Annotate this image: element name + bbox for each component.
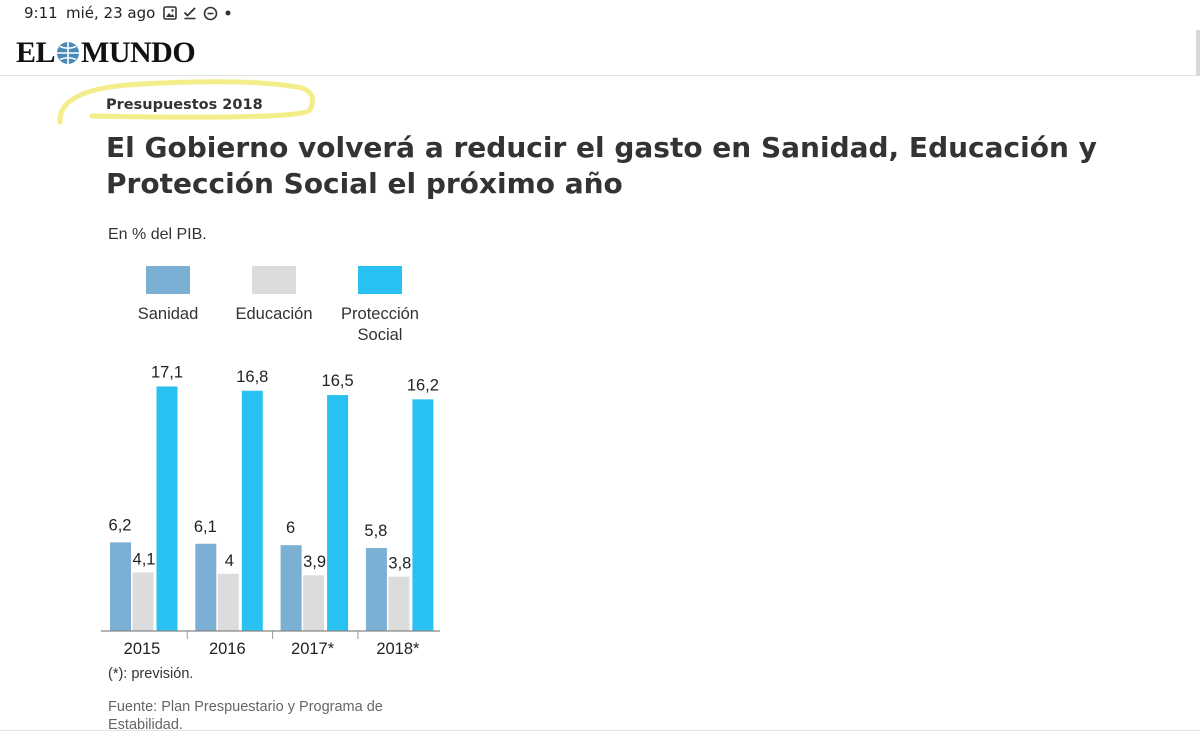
- bar-sanidad-2017: [280, 545, 302, 631]
- highlight-mark: [57, 79, 316, 125]
- data-label-proteccion-social-2018: 16,2: [407, 376, 439, 394]
- data-label-proteccion-social-2015: 17,1: [151, 363, 183, 381]
- data-label-educacion-2016: 4: [225, 552, 234, 570]
- legend-item-proteccion-social: Protección Social: [335, 266, 425, 346]
- x-tick-label-2016: 2016: [209, 640, 246, 658]
- x-tick-label-2017: 2017*: [291, 640, 335, 658]
- status-time: 9:11: [24, 4, 58, 22]
- image-icon: [163, 6, 177, 20]
- data-label-educacion-2018: 3,8: [388, 555, 411, 573]
- legend-swatch-educacion: [252, 266, 296, 294]
- article-headline: El Gobierno volverá a reducir el gasto e…: [106, 131, 1097, 200]
- site-logo[interactable]: EL MUNDO: [16, 36, 196, 70]
- x-tick-label-2015: 2015: [124, 640, 161, 658]
- scrollbar[interactable]: [1196, 30, 1200, 76]
- bar-sanidad-2018: [365, 548, 387, 631]
- bar-educacion-2017: [303, 575, 325, 631]
- legend-swatch-sanidad: [146, 266, 190, 294]
- do-not-disturb-icon: [203, 6, 218, 20]
- logo-text-right: MUNDO: [81, 36, 196, 69]
- status-date: mié, 23 ago: [66, 4, 156, 22]
- bar-sanidad-2016: [195, 543, 217, 631]
- site-header: EL MUNDO: [0, 28, 1200, 76]
- data-label-sanidad-2016: 6,1: [194, 518, 217, 536]
- logo-text-left: EL: [16, 36, 56, 69]
- data-label-sanidad-2018: 5,8: [364, 522, 387, 540]
- x-tick-label-2018: 2018*: [376, 640, 420, 658]
- status-bar: 9:11 mié, 23 ago: [0, 0, 1200, 28]
- data-label-proteccion-social-2016: 16,8: [236, 368, 268, 386]
- globe-icon: [57, 42, 80, 64]
- bar-educacion-2015: [132, 572, 154, 631]
- check-icon: [183, 7, 196, 20]
- bottom-divider: [0, 730, 1200, 731]
- bar-educacion-2016: [217, 573, 239, 631]
- bar-proteccion-social-2015: [156, 386, 178, 631]
- bar-proteccion-social-2016: [241, 390, 263, 631]
- legend-item-sanidad: Sanidad: [118, 266, 218, 325]
- data-label-sanidad-2015: 6,2: [109, 516, 132, 534]
- legend-item-educacion: Educación: [224, 266, 324, 325]
- chart-unit-label: En % del PIB.: [108, 226, 207, 243]
- data-label-educacion-2017: 3,9: [303, 553, 326, 571]
- bar-proteccion-social-2017: [327, 395, 349, 631]
- bar-educacion-2018: [388, 576, 410, 631]
- data-label-sanidad-2017: 6: [286, 519, 295, 537]
- status-icons: [163, 5, 232, 21]
- legend-label-educacion: Educación: [235, 305, 313, 323]
- legend-swatch-proteccion-social: [358, 266, 402, 294]
- chart-source: Fuente: Plan Prespuestario y Programa de…: [108, 699, 383, 733]
- chart-note: (*): previsión.: [108, 666, 194, 682]
- article-kicker[interactable]: Presupuestos 2018: [106, 97, 263, 113]
- legend-label-proteccion-social: Protección Social: [341, 305, 419, 344]
- dot-icon: [225, 10, 231, 16]
- bar-sanidad-2015: [110, 542, 131, 631]
- data-label-proteccion-social-2017: 16,5: [322, 372, 354, 390]
- bar-proteccion-social-2018: [412, 399, 434, 631]
- data-label-educacion-2015: 4,1: [133, 550, 156, 568]
- legend-label-sanidad: Sanidad: [137, 305, 199, 323]
